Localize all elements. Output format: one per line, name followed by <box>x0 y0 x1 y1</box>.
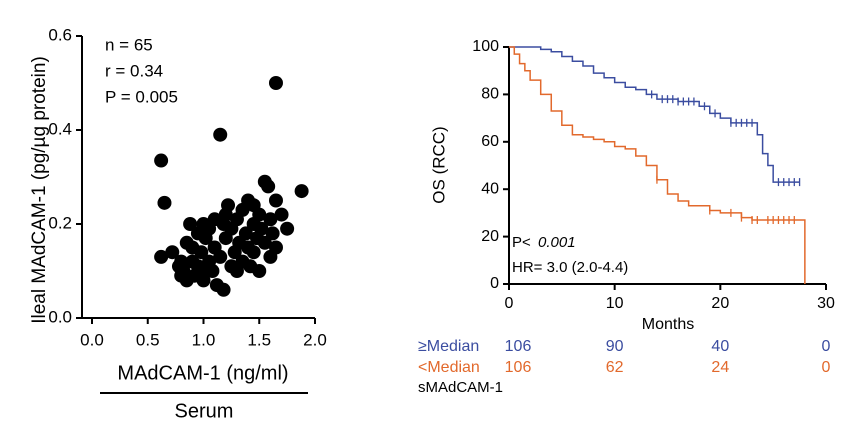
x-tick-label: 0 <box>505 295 514 312</box>
point <box>274 207 289 222</box>
point <box>257 235 272 250</box>
point <box>154 249 169 264</box>
risk-count: 0 <box>822 359 831 376</box>
point <box>252 264 267 278</box>
point <box>261 179 276 194</box>
point <box>183 217 198 231</box>
point <box>246 245 261 260</box>
y-tick-label: 100 <box>472 38 499 55</box>
x-axis-label: MAdCAM-1 (ng/ml) <box>117 362 288 384</box>
y-axis-label: Ileal MAdCAM-1 (pg/µg protein) <box>29 56 50 324</box>
y-tick-label: 40 <box>481 180 499 197</box>
survival-curve <box>509 46 800 183</box>
group-label: Serum <box>175 400 234 422</box>
x-tick-label: 0.5 <box>136 330 160 349</box>
risk-count: 40 <box>711 338 729 355</box>
point <box>221 198 236 213</box>
y-tick-label: 0.6 <box>48 25 72 44</box>
annotation: 0.001 <box>538 234 576 251</box>
point <box>268 76 283 90</box>
annotation: P< <box>512 234 531 251</box>
point <box>174 254 189 269</box>
point <box>268 240 283 255</box>
point <box>263 212 278 227</box>
x-tick-label: 1.0 <box>192 330 216 349</box>
y-tick-label: 0.0 <box>48 307 72 326</box>
annotation: n = 65 <box>105 35 153 54</box>
y-tick-label: 0.4 <box>48 119 72 138</box>
y-tick-label: 0.2 <box>48 213 72 232</box>
y-tick-label: 60 <box>481 133 499 150</box>
x-tick-label: 30 <box>817 295 835 312</box>
y-tick-label: 0 <box>490 275 499 292</box>
risk-count: 106 <box>505 338 532 355</box>
risk-count: 106 <box>505 359 532 376</box>
point <box>194 264 209 278</box>
point <box>154 153 169 168</box>
annotation: P = 0.005 <box>105 87 178 106</box>
point <box>216 217 231 231</box>
x-tick-label: 10 <box>606 295 624 312</box>
point <box>216 282 231 297</box>
x-tick-label: 0.0 <box>80 330 104 349</box>
point <box>268 193 283 208</box>
point <box>280 221 295 236</box>
point <box>205 264 220 278</box>
point <box>246 198 261 213</box>
risk-row-label: <Median <box>418 359 480 376</box>
risk-count: 90 <box>606 338 624 355</box>
risk-table-title: sMAdCAM-1 <box>418 379 503 396</box>
y-tick-label: 80 <box>481 86 499 103</box>
point <box>294 184 309 199</box>
y-tick-label: 20 <box>481 228 499 245</box>
point <box>213 249 228 264</box>
risk-count: 24 <box>711 359 729 376</box>
risk-count: 62 <box>606 359 624 376</box>
point <box>157 195 172 210</box>
point <box>238 226 253 241</box>
annotation: HR= 3.0 (2.0-4.4) <box>512 259 628 276</box>
y-axis-label: OS (RCC) <box>429 126 448 203</box>
x-tick-label: 2.0 <box>303 330 327 349</box>
annotation: r = 0.34 <box>105 61 163 80</box>
x-tick-label: 1.5 <box>247 330 271 349</box>
point <box>194 245 209 260</box>
point <box>265 226 280 241</box>
risk-row-label: ≥Median <box>418 338 479 355</box>
x-tick-label: 20 <box>711 295 729 312</box>
point <box>254 221 269 236</box>
point <box>213 127 228 142</box>
x-axis-label: Months <box>642 316 694 333</box>
point <box>165 245 180 260</box>
risk-count: 0 <box>822 338 831 355</box>
